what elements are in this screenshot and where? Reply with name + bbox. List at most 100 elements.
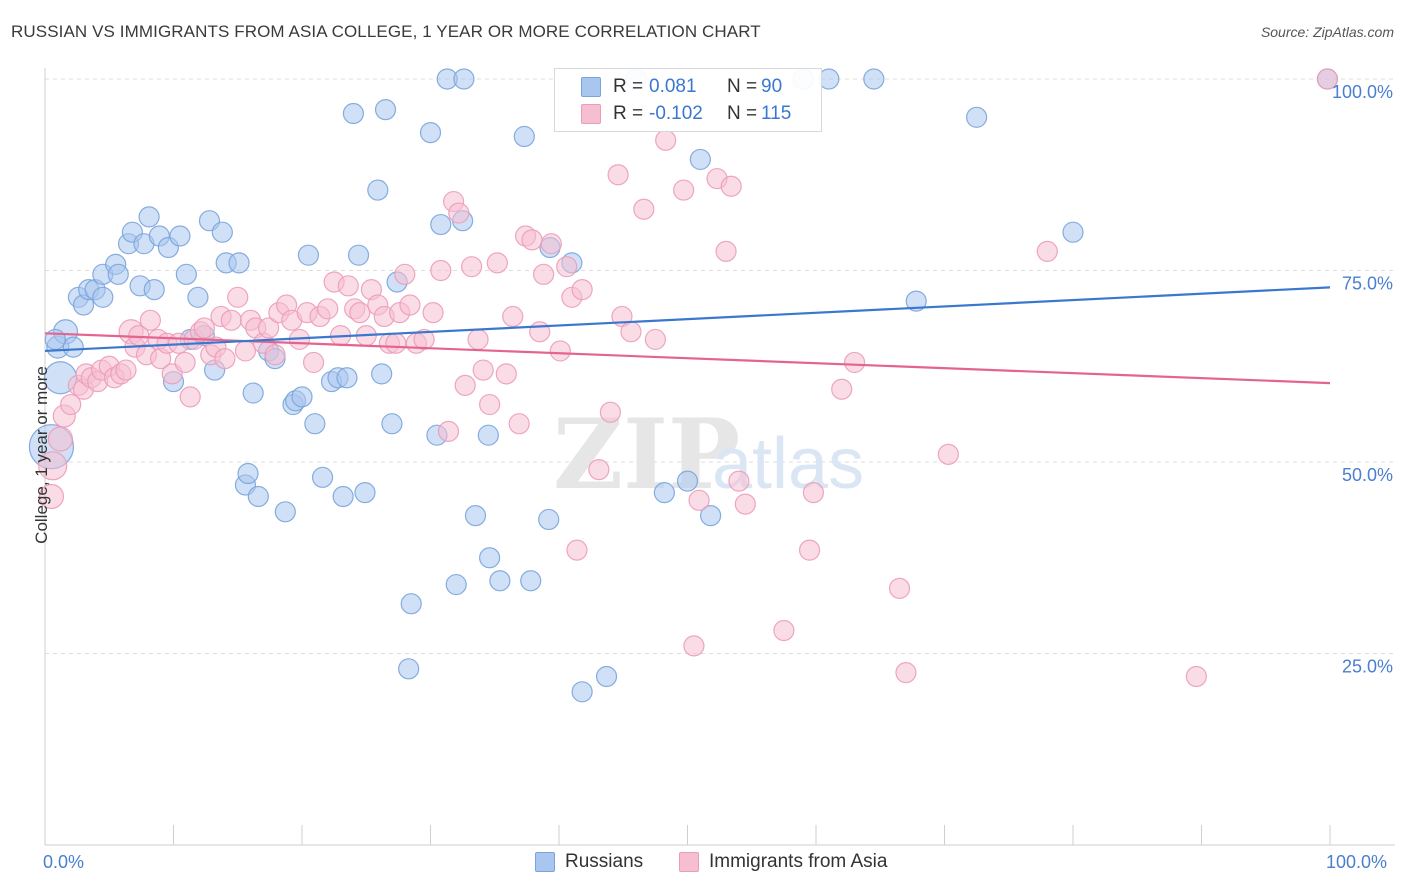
- russians-point: [336, 367, 358, 389]
- immigrants-point: [502, 305, 524, 328]
- legend-swatch-immigrants: [581, 104, 601, 124]
- y-tick-label: 75.0%: [1342, 274, 1393, 294]
- russians-point: [479, 547, 501, 569]
- x-tick-label-max: 100.0%: [1326, 852, 1388, 872]
- legend-n-label: N =: [727, 76, 758, 97]
- y-tick-label: 100.0%: [1332, 82, 1393, 102]
- immigrants-point: [227, 286, 249, 308]
- immigrants-point: [734, 493, 756, 515]
- immigrants-point: [1316, 68, 1339, 90]
- watermark-zip: ZIP: [553, 398, 740, 511]
- russians-point: [398, 658, 420, 680]
- russians-point: [304, 413, 326, 435]
- russians-point: [676, 470, 699, 492]
- immigrants-point: [571, 279, 593, 301]
- series-legend-immigrants[interactable]: Immigrants from Asia: [679, 851, 887, 873]
- legend-r-value: -0.102: [649, 103, 703, 124]
- immigrants-point: [599, 401, 622, 423]
- immigrants-point: [540, 233, 562, 255]
- russians-point: [367, 179, 389, 201]
- immigrants-point: [60, 393, 82, 416]
- russians-point: [381, 413, 403, 435]
- series-legend: Russians Immigrants from Asia: [0, 851, 1406, 877]
- legend-row-russians: R = 0.081 N = 90: [555, 74, 782, 100]
- immigrants-point: [394, 263, 416, 285]
- y-tick-label: 25.0%: [1342, 657, 1393, 677]
- immigrants-point: [422, 302, 444, 324]
- immigrants-point: [683, 635, 705, 657]
- legend-r-label: R =: [613, 76, 644, 97]
- immigrants-point: [773, 619, 795, 642]
- russians-point: [1062, 221, 1084, 243]
- russians-point: [175, 263, 197, 285]
- immigrants-point: [644, 328, 666, 351]
- immigrants-point: [720, 175, 742, 197]
- immigrants-point: [556, 256, 578, 278]
- immigrants-point: [688, 489, 710, 511]
- immigrants-point: [532, 263, 555, 285]
- immigrants-point: [454, 374, 476, 396]
- russians-point: [571, 681, 593, 703]
- immigrants-point: [521, 229, 543, 251]
- russians-point: [520, 570, 542, 592]
- trendlines: [44, 286, 1331, 385]
- immigrants-point: [508, 413, 530, 435]
- correlation-legend: R = 0.081 N = 90 R = -0.102 N = 115: [554, 68, 822, 132]
- russians-point: [237, 462, 259, 485]
- immigrants-point: [317, 298, 339, 320]
- russians-trendline: [44, 286, 1331, 353]
- russians-point: [445, 573, 467, 596]
- legend-n-value: 90: [761, 76, 783, 97]
- immigrants-point: [843, 351, 866, 374]
- immigrants-point: [479, 393, 501, 416]
- immigrants-point: [461, 256, 483, 278]
- immigrants-point: [139, 309, 161, 331]
- russians-point: [291, 386, 313, 408]
- immigrants-trendline: [44, 332, 1331, 385]
- series-legend-russians[interactable]: Russians: [535, 851, 643, 873]
- immigrants-point: [179, 386, 201, 408]
- immigrants-point: [549, 340, 571, 362]
- immigrants-point: [430, 259, 452, 282]
- immigrants-point: [234, 340, 257, 362]
- watermark-atlas: atlas: [712, 424, 864, 504]
- immigrants-point: [529, 321, 551, 343]
- russians-point: [347, 244, 370, 266]
- immigrants-point: [495, 363, 517, 385]
- russians-point: [211, 221, 233, 243]
- immigrants-point: [633, 198, 655, 220]
- russians-point: [342, 102, 364, 125]
- immigrants-point: [831, 378, 853, 400]
- immigrants-point: [673, 179, 695, 201]
- russians-point: [143, 279, 165, 301]
- immigrants-point: [220, 309, 242, 331]
- immigrants-point: [588, 459, 610, 481]
- immigrants-point: [715, 240, 737, 262]
- immigrants-point: [47, 426, 74, 452]
- y-axis-title: College, 1 year or more: [32, 366, 51, 544]
- russians-point: [311, 466, 334, 488]
- immigrants-point: [38, 483, 65, 510]
- immigrants-point: [413, 328, 435, 351]
- immigrants-point: [257, 317, 280, 339]
- russians-point: [297, 244, 320, 266]
- immigrants-point: [937, 443, 959, 465]
- immigrants-point: [1036, 240, 1058, 262]
- legend-row-immigrants: R = -0.102 N = 115: [555, 101, 791, 127]
- russians-point: [169, 225, 191, 247]
- russians-point: [374, 99, 397, 121]
- russians-point: [62, 336, 84, 358]
- russians-point: [905, 290, 927, 312]
- immigrants-point: [888, 577, 911, 599]
- russians-point: [187, 286, 209, 308]
- gridlines: [45, 78, 1395, 654]
- russians-point: [464, 505, 487, 527]
- immigrants-point: [620, 321, 642, 343]
- russians-point: [489, 570, 511, 592]
- series-label-russians: Russians: [565, 851, 644, 872]
- russians-point: [242, 382, 264, 404]
- y-tick-label: 50.0%: [1342, 465, 1393, 485]
- russians-point: [453, 68, 475, 90]
- russians-point: [966, 106, 988, 128]
